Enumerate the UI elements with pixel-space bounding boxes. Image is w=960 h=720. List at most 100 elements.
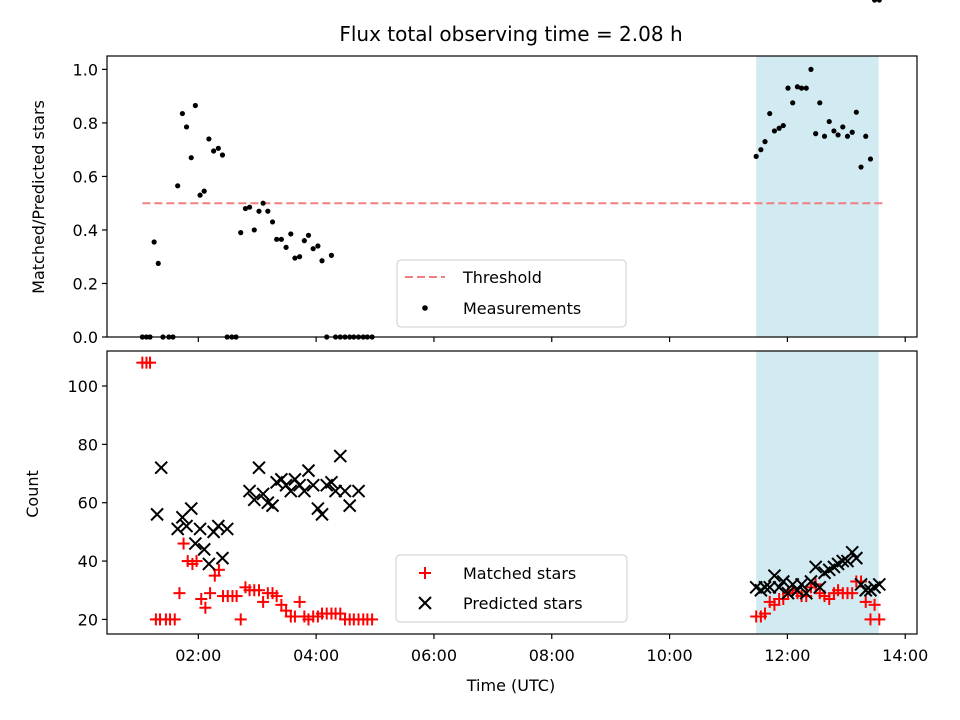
matched-star-point: [868, 598, 881, 611]
predicted-star-point: [315, 507, 329, 522]
top-y-tick-label: 0.0: [73, 328, 98, 347]
x-tick-label: 08:00: [529, 646, 575, 665]
measurement-point: [771, 128, 778, 134]
matched-star-point: [873, 613, 886, 626]
measurement-point: [753, 153, 759, 159]
measurement-point: [274, 236, 280, 242]
matched-star-point: [195, 592, 208, 605]
measurement-point: [242, 205, 249, 212]
measurement-point: [853, 109, 859, 115]
measurement-point: [821, 133, 828, 139]
measurement-point: [305, 232, 312, 238]
measurement-point: [283, 244, 289, 250]
predicted-star-point: [306, 478, 320, 492]
predicted-star-point: [301, 463, 316, 478]
predicted-star-point: [813, 580, 827, 595]
predicted-star-point: [247, 493, 261, 507]
predicted-star-point: [154, 460, 168, 475]
measurement-point: [826, 118, 832, 125]
measurement-point: [256, 208, 262, 214]
measurement-point: [844, 133, 851, 139]
matched-star-point: [846, 587, 859, 600]
predicted-star-point: [184, 501, 198, 516]
predicted-star-point: [351, 484, 366, 498]
predicted-star-point: [150, 507, 164, 522]
measurement-point: [803, 85, 809, 91]
matched-star-point: [366, 613, 379, 626]
bottom-y-tick-label: 40: [78, 552, 98, 571]
top-y-tick-label: 1.0: [73, 60, 98, 79]
measurement-point: [179, 110, 186, 117]
x-tick-label: 04:00: [293, 646, 339, 665]
predicted-star-point: [179, 519, 194, 533]
predicted-star-point: [781, 586, 795, 600]
matched-star-point: [859, 595, 872, 608]
predicted-star-point: [265, 498, 280, 513]
bottom-y-tick-label: 80: [78, 435, 98, 454]
predicted-star-point: [859, 583, 873, 597]
measurement-point: [876, 0, 882, 3]
legend-threshold-label: Threshold: [462, 268, 542, 287]
bottom-legend: Matched stars Predicted stars: [395, 554, 628, 623]
matched-star-point: [168, 613, 181, 626]
matched-star-point: [234, 613, 247, 626]
measurement-point: [260, 200, 266, 206]
predicted-star-point: [772, 580, 786, 595]
predicted-star-point: [211, 519, 226, 533]
top-legend-box: [396, 259, 627, 328]
measurement-point: [767, 110, 773, 117]
predicted-star-point: [242, 484, 257, 498]
predicted-star-point: [776, 574, 790, 589]
predicted-star-point: [202, 557, 216, 571]
matched-star-point: [257, 595, 270, 608]
measurement-point: [817, 100, 823, 106]
x-axis-label: Time (UTC): [466, 676, 555, 695]
matched-star-point: [293, 595, 306, 608]
measurement-point: [251, 227, 257, 233]
predicted-star-point: [845, 545, 859, 560]
bottom-y-tick-label: 60: [78, 494, 98, 513]
measurement-point: [849, 129, 855, 135]
measurement-point: [831, 128, 837, 134]
bottom-legend-box: [395, 554, 628, 623]
predicted-star-point: [758, 580, 772, 595]
predicted-star-point: [872, 577, 887, 592]
measurement-point: [215, 145, 221, 151]
measurement-point: [319, 258, 325, 264]
measurement-point: [840, 124, 846, 130]
predicted-star-point: [342, 498, 357, 513]
top-y-tick-label: 0.8: [73, 114, 98, 133]
legend-matched-swatch: [419, 567, 431, 579]
measurement-point: [183, 124, 190, 130]
measurement-point: [288, 231, 294, 237]
matched-star-point: [270, 590, 283, 603]
measurement-point: [301, 238, 307, 244]
predicted-star-point: [311, 501, 325, 516]
bottom-axes-frame: [106, 350, 918, 635]
measurement-point: [188, 155, 194, 161]
top-y-tick-label: 0.6: [73, 167, 98, 186]
measurement-point: [197, 192, 203, 198]
measurement-point: [278, 236, 284, 242]
bottom-y-axis-label: Count: [23, 470, 42, 518]
bottom-y-ticks: 20 40 60 80 100: [67, 377, 107, 629]
matched-star-point: [173, 587, 186, 600]
measurement-point: [238, 230, 244, 236]
bottom-y-tick-label: 20: [78, 610, 98, 629]
top-x-ticks: [197, 337, 906, 342]
matched-star-point: [204, 587, 217, 600]
x-tick-label: 12:00: [764, 646, 810, 665]
measurement-point: [780, 122, 786, 129]
x-tick-label: 14:00: [882, 646, 928, 665]
predicted-star-point: [252, 460, 266, 475]
legend-predicted-label: Predicted stars: [463, 594, 583, 613]
top-legend: Threshold Measurements: [396, 259, 627, 328]
measurement-point: [292, 255, 298, 261]
predicted-star-point: [763, 580, 777, 595]
top-panel: 0.0 0.2 0.4 0.6 0.8 1.0 Matched/Predicted sta…: [29, 0, 918, 347]
measurement-point: [175, 183, 181, 189]
measurement-point: [201, 188, 207, 194]
top-y-tick-label: 0.4: [73, 221, 98, 240]
measurement-point: [192, 102, 198, 109]
x-tick-label: 10:00: [647, 646, 693, 665]
